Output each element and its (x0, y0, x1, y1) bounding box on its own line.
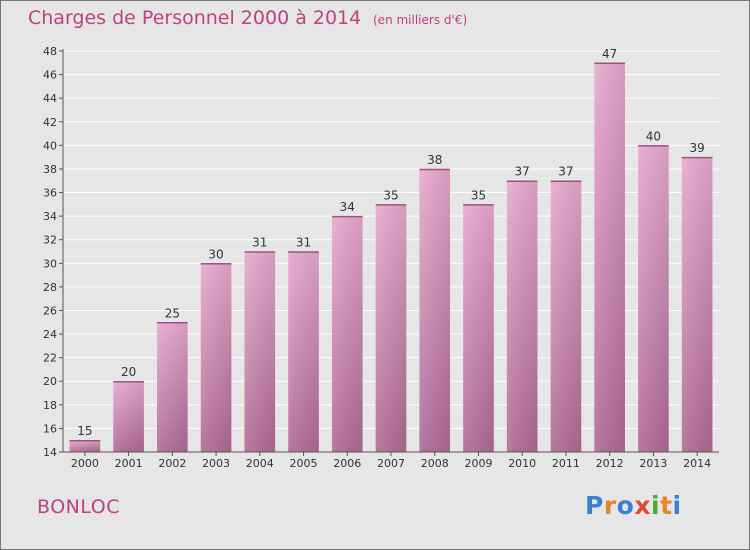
data-label-2005: 31 (296, 236, 311, 250)
logo-letter: P (585, 491, 604, 520)
y-tick-label: 36 (43, 187, 57, 200)
data-label-2007: 35 (383, 188, 398, 202)
logo-letter: i (651, 491, 661, 520)
y-tick-label: 18 (43, 399, 57, 412)
y-tick-label: 34 (43, 210, 57, 223)
y-tick-label: 26 (43, 304, 57, 317)
bar-shade-2009 (463, 204, 494, 452)
x-tick-label-2005: 2005 (290, 457, 318, 470)
bar-shade-2005 (288, 251, 319, 452)
data-label-2011: 37 (558, 165, 573, 179)
bar-shade-2001 (113, 381, 144, 452)
data-label-2012: 47 (602, 47, 617, 61)
bar-shade-2002 (157, 322, 188, 452)
logo-letter: r (603, 491, 617, 520)
data-label-2013: 40 (646, 129, 661, 143)
x-tick-label-2013: 2013 (639, 457, 667, 470)
x-tick-label-2006: 2006 (333, 457, 361, 470)
x-tick-label-2001: 2001 (115, 457, 143, 470)
bar-shade-2007 (375, 204, 407, 452)
x-tick-label-2004: 2004 (246, 457, 274, 470)
logo-letter: t (660, 491, 673, 520)
x-tick-label-2003: 2003 (202, 457, 230, 470)
y-tick-label: 38 (43, 163, 57, 176)
city-name: BONLOC (37, 496, 120, 518)
y-tick-label: 48 (43, 45, 57, 58)
y-tick-label: 32 (43, 234, 57, 247)
data-label-2006: 34 (340, 200, 355, 214)
logo-letter: i (672, 491, 682, 520)
y-tick-label: 30 (43, 257, 57, 270)
y-tick-label: 46 (43, 69, 57, 82)
data-label-2000: 15 (77, 424, 92, 438)
chart-subtitle: (en milliers d'€) (373, 13, 468, 27)
y-tick-label: 20 (43, 375, 57, 388)
bar-shade-2013 (638, 145, 669, 452)
data-label-2008: 38 (427, 153, 442, 167)
bar-shade-2011 (550, 180, 582, 452)
y-tick-label: 24 (43, 328, 57, 341)
data-label-2014: 39 (689, 141, 704, 155)
data-label-2009: 35 (471, 188, 486, 202)
y-tick-label: 44 (43, 92, 57, 105)
data-label-2004: 31 (252, 236, 267, 250)
bar-shade-2014 (681, 157, 713, 452)
y-tick-label: 40 (43, 139, 57, 152)
x-tick-label-2010: 2010 (508, 457, 536, 470)
y-tick-label: 14 (43, 446, 57, 459)
data-label-2010: 37 (515, 165, 530, 179)
proxiti-logo: Proxiti (585, 491, 682, 520)
logo-letter: x (634, 491, 651, 520)
x-tick-label-2014: 2014 (683, 457, 711, 470)
bar-shade-2006 (331, 216, 363, 452)
logo-letter: o (616, 491, 635, 520)
x-tick-label-2007: 2007 (377, 457, 405, 470)
y-tick-label: 42 (43, 116, 57, 129)
y-tick-label: 22 (43, 352, 57, 365)
data-label-2002: 25 (165, 306, 180, 320)
bar-shade-2003 (200, 263, 232, 452)
x-tick-label-2000: 2000 (71, 457, 99, 470)
x-tick-label-2002: 2002 (158, 457, 186, 470)
data-label-2003: 30 (208, 247, 223, 261)
bar-shade-2012 (594, 62, 625, 452)
x-tick-label-2012: 2012 (596, 457, 624, 470)
bar-shade-2004 (244, 251, 276, 452)
chart-title: Charges de Personnel 2000 à 2014 (28, 7, 362, 29)
bar-shade-2000 (69, 440, 101, 452)
bar-shade-2008 (419, 168, 451, 453)
data-label-2001: 20 (121, 365, 136, 379)
y-tick-label: 16 (43, 422, 57, 435)
x-tick-label-2011: 2011 (552, 457, 580, 470)
x-tick-label-2009: 2009 (464, 457, 492, 470)
bar-shade-2010 (506, 180, 538, 452)
y-tick-label: 28 (43, 281, 57, 294)
x-tick-label-2008: 2008 (421, 457, 449, 470)
